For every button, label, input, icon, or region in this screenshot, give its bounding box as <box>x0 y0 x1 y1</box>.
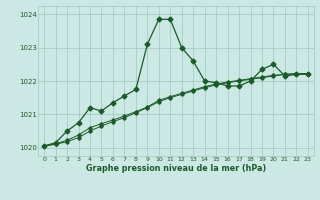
X-axis label: Graphe pression niveau de la mer (hPa): Graphe pression niveau de la mer (hPa) <box>86 164 266 173</box>
